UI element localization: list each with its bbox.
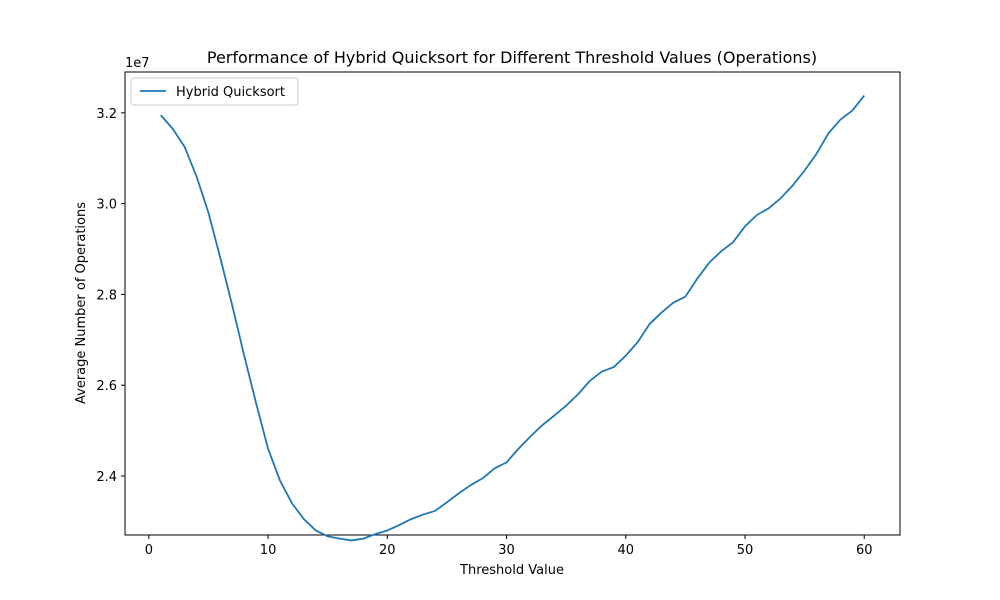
- y-tick-label: 2.6: [96, 379, 117, 394]
- y-axis-label: Average Number of Operations: [74, 202, 89, 404]
- plot-area: 0 10 20 30 40 50 60 2.4 2.6 2.8 3.0 3.2: [96, 71, 901, 558]
- legend: Hybrid Quicksort: [130, 77, 299, 106]
- y-tick-label: 2.4: [96, 470, 117, 485]
- chart-title: Performance of Hybrid Quicksort for Diff…: [207, 48, 817, 67]
- legend-box: [130, 77, 299, 106]
- x-tick-label: 10: [260, 543, 277, 558]
- x-tick-label: 40: [617, 543, 634, 558]
- series-line-hybrid-quicksort: [160, 95, 865, 542]
- x-tick-label: 50: [737, 543, 754, 558]
- x-tick-label: 30: [498, 543, 515, 558]
- y-axis-offset-label: 1e7: [125, 56, 150, 71]
- legend-label: Hybrid Quicksort: [176, 85, 285, 100]
- y-tick-label: 3.0: [96, 198, 117, 213]
- y-tick-label: 3.2: [96, 107, 117, 122]
- plot-frame: [124, 71, 901, 536]
- x-tick-label: 60: [856, 543, 873, 558]
- x-axis-label: Threshold Value: [459, 563, 564, 578]
- x-tick-label: 20: [379, 543, 396, 558]
- x-tick-label: 0: [145, 543, 153, 558]
- y-tick-label: 2.8: [96, 288, 117, 303]
